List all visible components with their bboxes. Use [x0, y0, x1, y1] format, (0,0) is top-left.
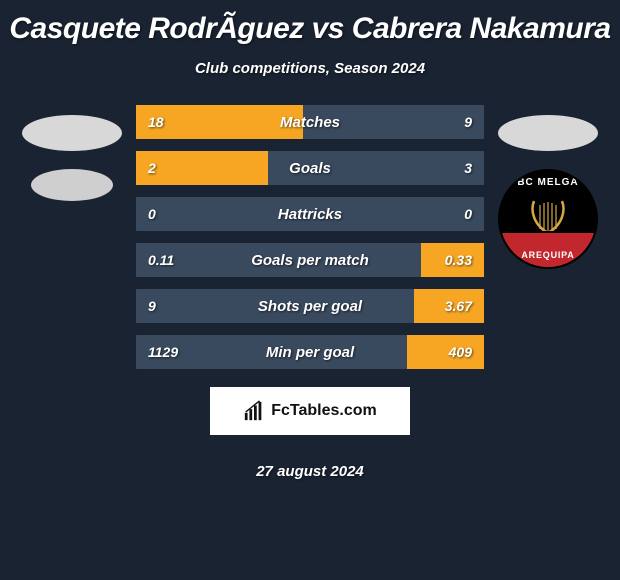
stat-value-right: 3.67 [445, 298, 472, 314]
left-player-avatar [22, 115, 122, 151]
stat-bar: 9 Shots per goal 3.67 [136, 289, 484, 323]
club-bottom-band [500, 231, 596, 267]
stat-value-right: 3 [464, 160, 472, 176]
left-player-col [22, 105, 122, 201]
stat-label: Min per goal [266, 344, 354, 361]
page-title: Casquete RodrÃ­guez vs Cabrera Nakamura [9, 12, 610, 46]
club-top-text: BC MELGA [500, 177, 596, 188]
stat-value-left: 9 [148, 298, 156, 314]
stat-label: Goals per match [251, 252, 369, 269]
stat-bar: 1129 Min per goal 409 [136, 335, 484, 369]
subtitle: Club competitions, Season 2024 [195, 60, 425, 77]
stat-value-left: 2 [148, 160, 156, 176]
brand-box[interactable]: FcTables.com [210, 387, 410, 435]
stat-label: Matches [280, 114, 340, 131]
brand-text: FcTables.com [271, 402, 377, 420]
content-row: 18 Matches 9 2 Goals 3 0 Hattricks 0 0.11 Goals pe… [0, 105, 620, 480]
stat-label: Goals [289, 160, 331, 177]
left-club-logo-placeholder [31, 169, 113, 201]
stat-bar: 0.11 Goals per match 0.33 [136, 243, 484, 277]
stat-value-right: 0.33 [445, 252, 472, 268]
date-line: 27 august 2024 [256, 463, 364, 480]
stat-value-left: 0 [148, 206, 156, 222]
fctables-icon [243, 400, 265, 422]
stat-label: Shots per goal [258, 298, 362, 315]
stats-column: 18 Matches 9 2 Goals 3 0 Hattricks 0 0.11 Goals pe… [136, 105, 484, 480]
stat-label: Hattricks [278, 206, 342, 223]
right-club-logo: BC MELGA AREQUIPA [498, 169, 598, 269]
stat-bar: 2 Goals 3 [136, 151, 484, 185]
stat-value-right: 409 [449, 344, 472, 360]
stat-value-left: 0.11 [148, 252, 174, 268]
club-bottom-text: AREQUIPA [500, 250, 596, 260]
main-container: Casquete RodrÃ­guez vs Cabrera Nakamura … [0, 0, 620, 490]
stat-value-left: 1129 [148, 344, 178, 360]
stat-fill-right [407, 335, 484, 369]
right-player-col: BC MELGA AREQUIPA [498, 105, 598, 269]
right-player-avatar [498, 115, 598, 151]
stat-bar: 0 Hattricks 0 [136, 197, 484, 231]
stat-bar: 18 Matches 9 [136, 105, 484, 139]
stat-value-right: 9 [464, 114, 472, 130]
stat-value-left: 18 [148, 114, 164, 130]
stat-value-right: 0 [464, 206, 472, 222]
